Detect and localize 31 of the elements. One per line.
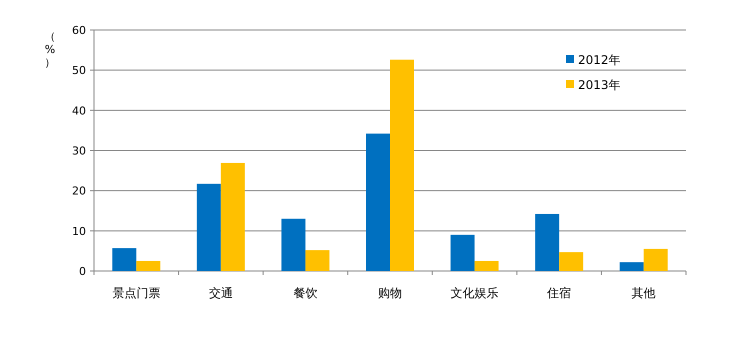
- bar: [450, 234, 475, 271]
- x-tick-label: 景点门票: [112, 286, 160, 300]
- x-tick-label: 其他: [632, 286, 656, 300]
- y-axis-title: （%）: [44, 30, 56, 69]
- bar: [620, 262, 644, 271]
- y-tick-label: 60: [72, 24, 86, 37]
- x-tick-label: 餐饮: [293, 286, 318, 300]
- bar: [112, 248, 136, 271]
- y-tick-label: 20: [72, 184, 86, 198]
- bar: [644, 248, 668, 271]
- x-tick-label: 文化娱乐: [450, 286, 499, 300]
- bar: [390, 60, 414, 271]
- y-tick-label: 40: [72, 104, 86, 118]
- bar: [305, 250, 330, 271]
- x-tick-label: 住宿: [546, 286, 572, 300]
- bar: [281, 218, 306, 271]
- legend-label: 2013年: [578, 78, 621, 92]
- bar: [136, 260, 160, 271]
- y-tick-label: 50: [72, 64, 86, 78]
- bar: [559, 252, 584, 271]
- bar: [366, 134, 390, 271]
- x-tick-label: 购物: [378, 286, 402, 300]
- bar: [220, 162, 245, 271]
- bar: [474, 260, 499, 271]
- bar: [535, 214, 560, 271]
- y-tick-label: 0: [79, 265, 86, 278]
- x-tick-label: 交通: [208, 286, 233, 300]
- legend-label: 2012年: [578, 53, 621, 67]
- y-tick-label: 30: [72, 144, 86, 158]
- bar: [196, 184, 221, 271]
- y-tick-label: 10: [72, 224, 86, 238]
